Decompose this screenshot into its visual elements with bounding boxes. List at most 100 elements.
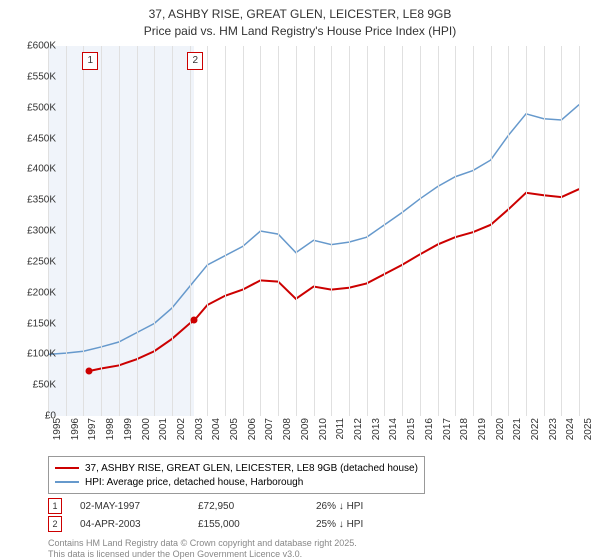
x-tick-label: 2000 [141, 418, 152, 448]
x-tick-label: 2018 [459, 418, 470, 448]
x-tick-label: 2017 [442, 418, 453, 448]
y-tick-label: £600K [12, 41, 56, 52]
x-tick-label: 2022 [530, 418, 541, 448]
legend-swatch-property [55, 467, 79, 469]
x-tick-label: 2006 [247, 418, 258, 448]
x-tick-label: 2009 [300, 418, 311, 448]
gridline-v [172, 46, 173, 416]
legend-swatch-hpi [55, 481, 79, 483]
x-tick-label: 2025 [583, 418, 594, 448]
marker-price-1: £72,950 [198, 501, 298, 512]
marker-delta-2: 25% ↓ HPI [316, 519, 363, 530]
chart-marker-1: 1 [82, 52, 98, 70]
x-tick-label: 2005 [229, 418, 240, 448]
gridline-v [561, 46, 562, 416]
footer-line-1: Contains HM Land Registry data © Crown c… [48, 538, 357, 548]
gridline-v [154, 46, 155, 416]
legend-label-property: 37, ASHBY RISE, GREAT GLEN, LEICESTER, L… [85, 463, 418, 474]
legend-label-hpi: HPI: Average price, detached house, Harb… [85, 477, 303, 488]
marker-row-1: 1 02-MAY-1997 £72,950 26% ↓ HPI [48, 498, 363, 514]
footer: Contains HM Land Registry data © Crown c… [48, 538, 357, 560]
gridline-v [66, 46, 67, 416]
title-line-1: 37, ASHBY RISE, GREAT GLEN, LEICESTER, L… [149, 7, 452, 21]
x-tick-label: 2014 [388, 418, 399, 448]
marker-delta-1: 26% ↓ HPI [316, 501, 363, 512]
gridline-v [349, 46, 350, 416]
gridline-v [420, 46, 421, 416]
x-tick-label: 2024 [565, 418, 576, 448]
gridline-v [278, 46, 279, 416]
x-tick-label: 1996 [70, 418, 81, 448]
marker-price-2: £155,000 [198, 519, 298, 530]
legend-row-property: 37, ASHBY RISE, GREAT GLEN, LEICESTER, L… [55, 461, 418, 475]
gridline-v [402, 46, 403, 416]
y-tick-label: £150K [12, 318, 56, 329]
legend: 37, ASHBY RISE, GREAT GLEN, LEICESTER, L… [48, 456, 425, 494]
chart-lines [48, 46, 588, 416]
y-tick-label: £50K [12, 380, 56, 391]
title-line-2: Price paid vs. HM Land Registry's House … [144, 24, 456, 38]
y-tick-label: £450K [12, 133, 56, 144]
x-tick-label: 1997 [87, 418, 98, 448]
gridline-v [296, 46, 297, 416]
gridline-v [260, 46, 261, 416]
gridline-v [207, 46, 208, 416]
x-tick-label: 2004 [211, 418, 222, 448]
y-tick-label: £550K [12, 71, 56, 82]
x-tick-label: 1995 [52, 418, 63, 448]
gridline-v [384, 46, 385, 416]
gridline-v [331, 46, 332, 416]
chart-marker-2: 2 [187, 52, 203, 70]
gridline-v [137, 46, 138, 416]
gridline-v [526, 46, 527, 416]
gridline-v [491, 46, 492, 416]
x-tick-label: 2010 [318, 418, 329, 448]
x-tick-label: 2023 [548, 418, 559, 448]
y-tick-label: £300K [12, 226, 56, 237]
x-tick-label: 2008 [282, 418, 293, 448]
gridline-v [119, 46, 120, 416]
marker-badge-2: 2 [48, 516, 62, 532]
x-tick-label: 1999 [123, 418, 134, 448]
gridline-v [314, 46, 315, 416]
gridline-v [544, 46, 545, 416]
y-tick-label: £400K [12, 164, 56, 175]
gridline-v [225, 46, 226, 416]
marker-date-2: 04-APR-2003 [80, 519, 180, 530]
gridline-v [455, 46, 456, 416]
gridline-v [579, 46, 580, 416]
y-tick-label: £200K [12, 287, 56, 298]
x-tick-label: 2015 [406, 418, 417, 448]
gridline-v [243, 46, 244, 416]
gridline-v [101, 46, 102, 416]
x-tick-label: 2016 [424, 418, 435, 448]
legend-row-hpi: HPI: Average price, detached house, Harb… [55, 475, 418, 489]
footer-line-2: This data is licensed under the Open Gov… [48, 549, 302, 559]
marker-row-2: 2 04-APR-2003 £155,000 25% ↓ HPI [48, 516, 363, 532]
gridline-v [190, 46, 191, 416]
x-tick-label: 2001 [158, 418, 169, 448]
chart-container: 37, ASHBY RISE, GREAT GLEN, LEICESTER, L… [0, 0, 600, 560]
x-tick-label: 2011 [335, 418, 346, 448]
y-tick-label: £350K [12, 195, 56, 206]
marker-num-2: 2 [52, 519, 57, 529]
y-tick-label: £100K [12, 349, 56, 360]
marker-date-1: 02-MAY-1997 [80, 501, 180, 512]
x-tick-label: 2021 [512, 418, 523, 448]
chart-title: 37, ASHBY RISE, GREAT GLEN, LEICESTER, L… [0, 0, 600, 40]
x-tick-label: 2013 [371, 418, 382, 448]
sale-point-2 [191, 317, 198, 324]
x-tick-label: 1998 [105, 418, 116, 448]
gridline-v [508, 46, 509, 416]
x-tick-label: 2012 [353, 418, 364, 448]
gridline-v [367, 46, 368, 416]
x-tick-label: 2007 [264, 418, 275, 448]
x-tick-label: 2020 [495, 418, 506, 448]
y-tick-label: £0 [12, 411, 56, 422]
series-property [89, 189, 579, 371]
y-tick-label: £250K [12, 256, 56, 267]
gridline-v [473, 46, 474, 416]
x-tick-label: 2019 [477, 418, 488, 448]
marker-num-1: 1 [52, 501, 57, 511]
gridline-v [438, 46, 439, 416]
